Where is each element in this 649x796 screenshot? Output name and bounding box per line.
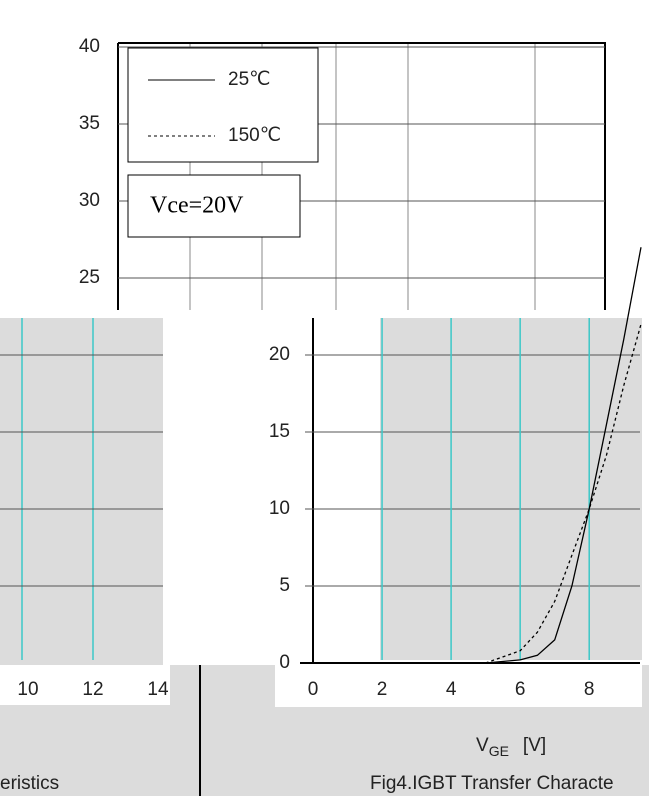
- y-tick-label: 0: [279, 652, 290, 673]
- series-line: [485, 247, 642, 663]
- x-label-symbol: V: [476, 735, 489, 756]
- y-tick-label: 20: [269, 344, 290, 365]
- y-tick-label: 5: [279, 575, 290, 596]
- y-tick-label: 10: [269, 498, 290, 519]
- x-tick-label: 6: [515, 679, 526, 700]
- plot-frame: [118, 42, 606, 310]
- x-tick-label: 10: [17, 679, 38, 700]
- y-tick-label: 35: [79, 113, 100, 134]
- y-tick-label: 40: [79, 36, 100, 57]
- x-tick-label: 8: [584, 679, 595, 700]
- x-axis-label: VGE [V]: [476, 735, 546, 759]
- x-label-unit: [V]: [523, 735, 546, 756]
- background-panel: [380, 318, 642, 660]
- x-tick-label: 4: [446, 679, 457, 700]
- y-tick-label: 15: [269, 421, 290, 442]
- x-tick-label: 14: [147, 679, 169, 700]
- caption: eristics: [0, 773, 59, 794]
- y-tick-label: 30: [79, 190, 100, 211]
- x-tick-label: 12: [82, 679, 103, 700]
- annotation-box: [127, 174, 301, 238]
- y-tick-label: 25: [79, 267, 100, 288]
- x-tick-label: 2: [377, 679, 388, 700]
- x-label-sub: GE: [489, 743, 509, 759]
- cyan-lines: [21, 318, 94, 660]
- tick-strip: [275, 665, 642, 707]
- caption: Fig4.IGBT Transfer Characte: [370, 773, 614, 794]
- annotation: Vce=20V: [150, 193, 244, 219]
- x-tick-label: 0: [308, 679, 319, 700]
- legend-label: 150℃: [228, 125, 281, 146]
- background-panel: [0, 318, 163, 665]
- legend-label: 25℃: [228, 69, 270, 90]
- series-line: [485, 324, 642, 663]
- tick-strip: [0, 665, 170, 705]
- legend-box: [127, 47, 319, 163]
